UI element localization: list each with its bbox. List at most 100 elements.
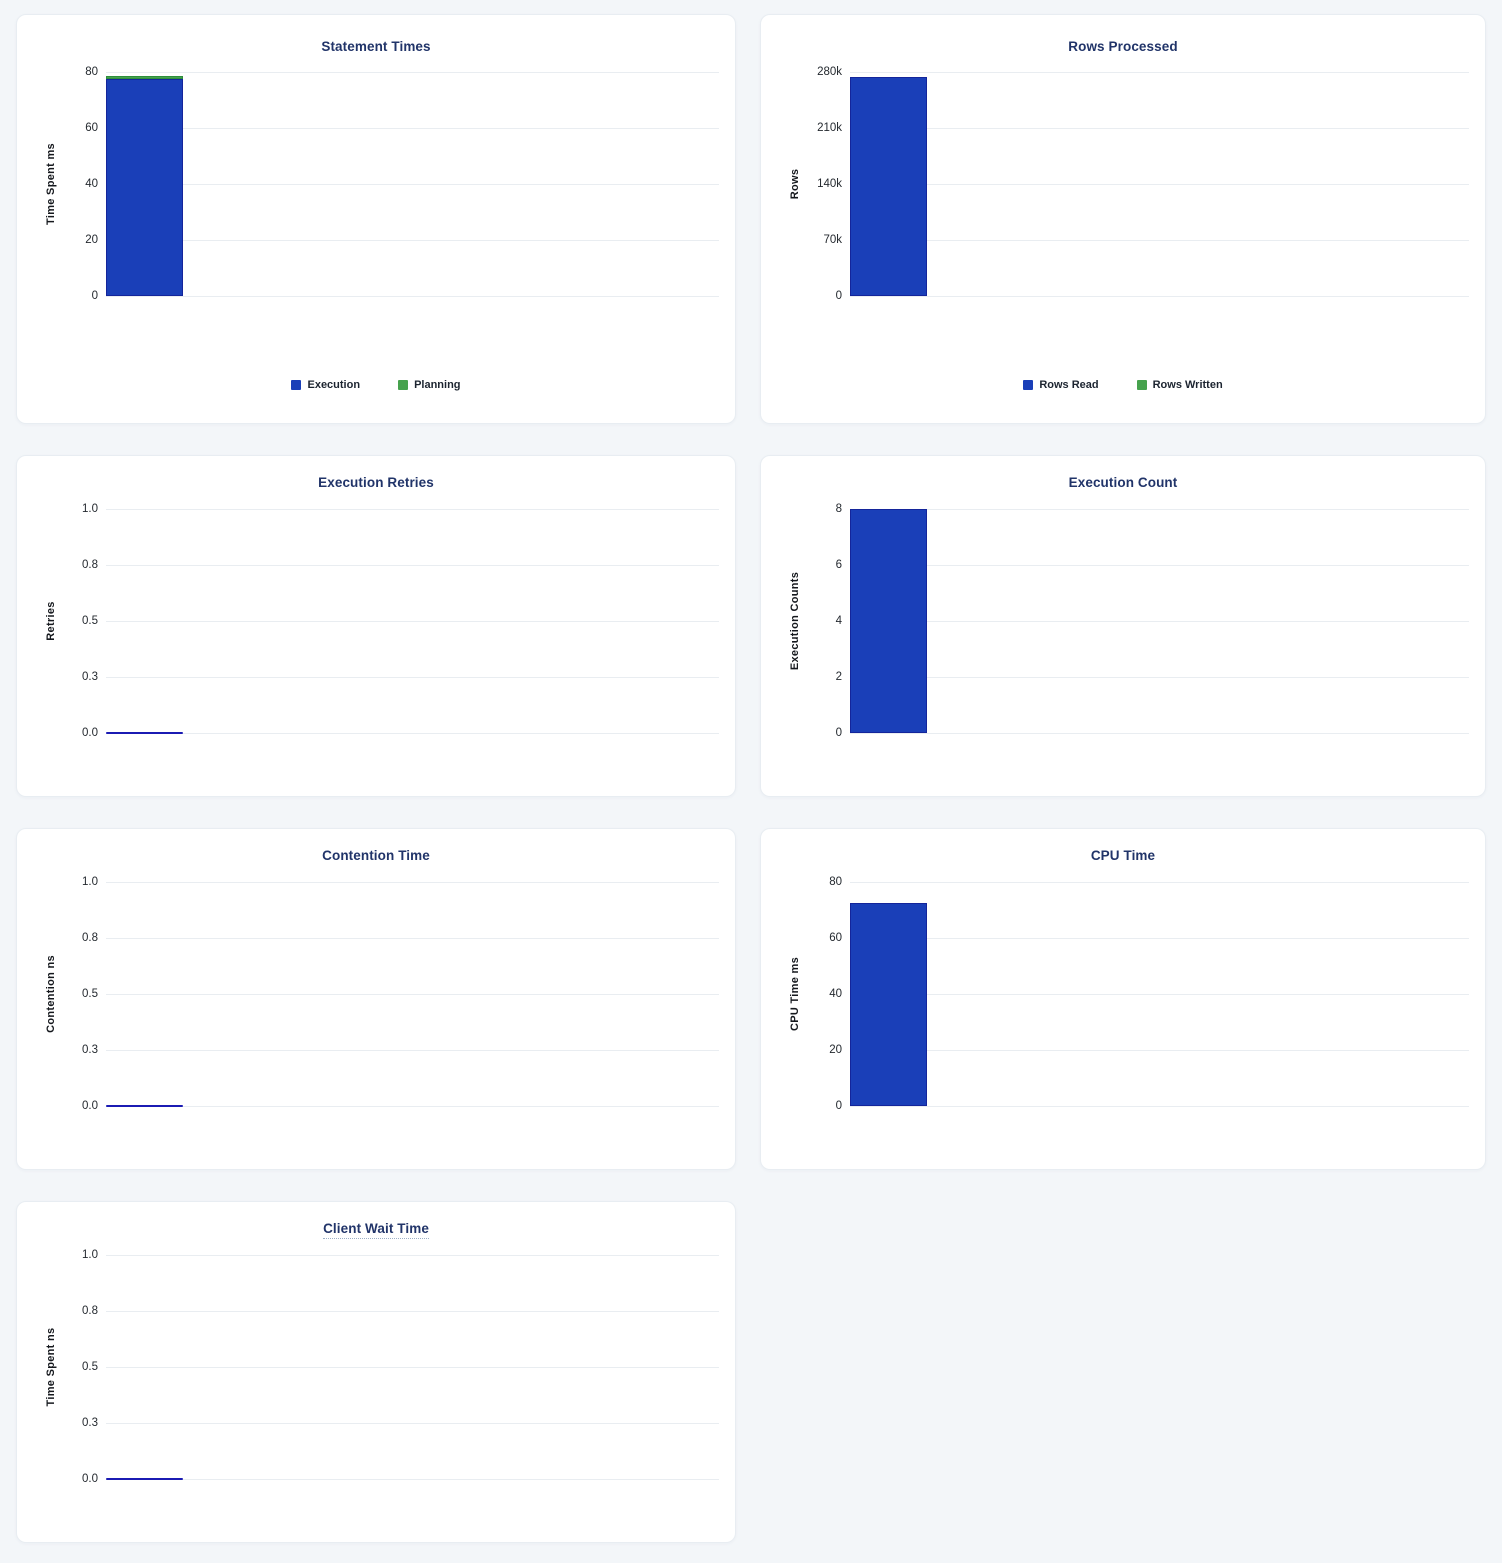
y-axis: 0.0 0.3 0.5 0.8 1.0 — [17, 503, 98, 739]
chart-title-text: Execution Count — [1068, 475, 1178, 490]
bar-execution-count — [850, 509, 927, 733]
legend-swatch-icon — [398, 380, 409, 390]
legend-label: Planning — [414, 379, 461, 391]
legend-item-rows-written: Rows Written — [1136, 379, 1223, 391]
chart-card-cpu-time: CPU Time CPU Time ms 0 20 40 60 80 — [760, 828, 1486, 1170]
bar-rows-read — [850, 76, 927, 296]
gridline — [850, 938, 1469, 939]
y-axis-tick: 0.0 — [82, 1473, 98, 1485]
chart-title: Execution Retries — [17, 475, 735, 490]
y-axis: 0.0 0.3 0.5 0.8 1.0 — [17, 876, 98, 1112]
gridline — [850, 621, 1469, 622]
y-axis-tick: 60 — [85, 122, 98, 134]
gridline — [106, 296, 719, 297]
bar-cpu-time — [850, 903, 927, 1106]
y-axis: 0 70k 140k 210k 280k — [761, 66, 842, 302]
y-axis-tick: 70k — [823, 234, 842, 246]
chart-title: Statement Times — [17, 39, 735, 54]
chart-card-rows-processed: Rows Processed Rows 0 70k 140k 210k 280k Row… — [760, 14, 1486, 424]
y-axis-tick: 80 — [829, 876, 842, 888]
chart-title: Rows Processed — [761, 39, 1485, 54]
gridline — [106, 994, 719, 995]
gridline — [106, 1311, 719, 1312]
chart-title-text: Execution Retries — [318, 475, 434, 490]
chart-title-text: Contention Time — [322, 848, 430, 863]
gridline — [106, 938, 719, 939]
zero-value-bar — [106, 1477, 183, 1480]
plot-area — [106, 72, 719, 297]
gridline — [106, 1479, 719, 1480]
gridline — [106, 1423, 719, 1424]
plot-area — [106, 882, 719, 1107]
gridline — [106, 565, 719, 566]
y-axis: 0.0 0.3 0.5 0.8 1.0 — [17, 1249, 98, 1485]
gridline — [106, 621, 719, 622]
y-axis-tick: 40 — [85, 178, 98, 190]
gridline — [850, 128, 1469, 129]
legend-item-planning: Planning — [398, 379, 461, 391]
y-axis-tick: 20 — [85, 234, 98, 246]
y-axis-tick: 0.0 — [82, 727, 98, 739]
plot-area — [850, 882, 1469, 1107]
gridline — [106, 1106, 719, 1107]
y-axis-tick: 0 — [835, 1100, 842, 1112]
gridline — [850, 184, 1469, 185]
plot-area — [106, 509, 719, 734]
chart-title-text: Rows Processed — [1068, 39, 1178, 54]
gridline — [106, 72, 719, 73]
legend: Rows Read Rows Written — [761, 379, 1485, 391]
gridline — [106, 733, 719, 734]
plot-area — [850, 509, 1469, 734]
legend-item-rows-read: Rows Read — [1023, 379, 1099, 391]
chart-card-statement-times: Statement Times Time Spent ms 0 20 40 60 80 … — [16, 14, 736, 424]
gridline — [106, 677, 719, 678]
y-axis-tick: 140k — [817, 178, 842, 190]
chart-title: Execution Count — [761, 475, 1485, 490]
legend: Execution Planning — [17, 379, 735, 391]
y-axis-tick: 60 — [829, 932, 842, 944]
gridline — [106, 128, 719, 129]
gridline — [106, 1050, 719, 1051]
zero-value-bar — [106, 731, 183, 734]
gridline — [850, 509, 1469, 510]
gridline — [106, 1367, 719, 1368]
y-axis-tick: 0.8 — [82, 1305, 98, 1317]
chart-card-execution-retries: Execution Retries Retries 0.0 0.3 0.5 0.8 1.… — [16, 455, 736, 797]
gridline — [850, 882, 1469, 883]
chart-title: Client Wait Time — [17, 1221, 735, 1239]
gridline — [106, 184, 719, 185]
gridline — [850, 72, 1469, 73]
y-axis-tick: 6 — [835, 559, 842, 571]
y-axis-tick: 8 — [835, 503, 842, 515]
gridline — [106, 882, 719, 883]
y-axis-tick: 0.5 — [82, 988, 98, 1000]
gridline — [850, 733, 1469, 734]
gridline — [850, 1106, 1469, 1107]
gridline — [850, 240, 1469, 241]
gridline — [850, 994, 1469, 995]
y-axis-tick: 0 — [835, 290, 842, 302]
y-axis-tick: 80 — [85, 66, 98, 78]
charts-grid: Statement Times Time Spent ms 0 20 40 60 80 … — [16, 14, 1486, 1543]
y-axis-tick: 40 — [829, 988, 842, 1000]
chart-title-tooltip-link[interactable]: Client Wait Time — [323, 1221, 429, 1239]
zero-value-bar — [106, 1104, 183, 1107]
legend-label: Rows Read — [1039, 379, 1099, 391]
y-axis: 0 2 4 6 8 — [761, 503, 842, 739]
y-axis-tick: 1.0 — [82, 876, 98, 888]
y-axis-tick: 0.3 — [82, 1417, 98, 1429]
gridline — [850, 565, 1469, 566]
chart-card-client-wait-time: Client Wait Time Time Spent ns 0.0 0.3 0.5… — [16, 1201, 736, 1543]
gridline — [850, 1050, 1469, 1051]
plot-area — [850, 72, 1469, 297]
legend-swatch-icon — [1136, 380, 1147, 390]
y-axis-tick: 210k — [817, 122, 842, 134]
gridline — [850, 296, 1469, 297]
y-axis-tick: 0.8 — [82, 559, 98, 571]
legend-swatch-icon — [291, 380, 302, 390]
y-axis-tick: 0.3 — [82, 671, 98, 683]
y-axis-tick: 1.0 — [82, 503, 98, 515]
gridline — [106, 240, 719, 241]
